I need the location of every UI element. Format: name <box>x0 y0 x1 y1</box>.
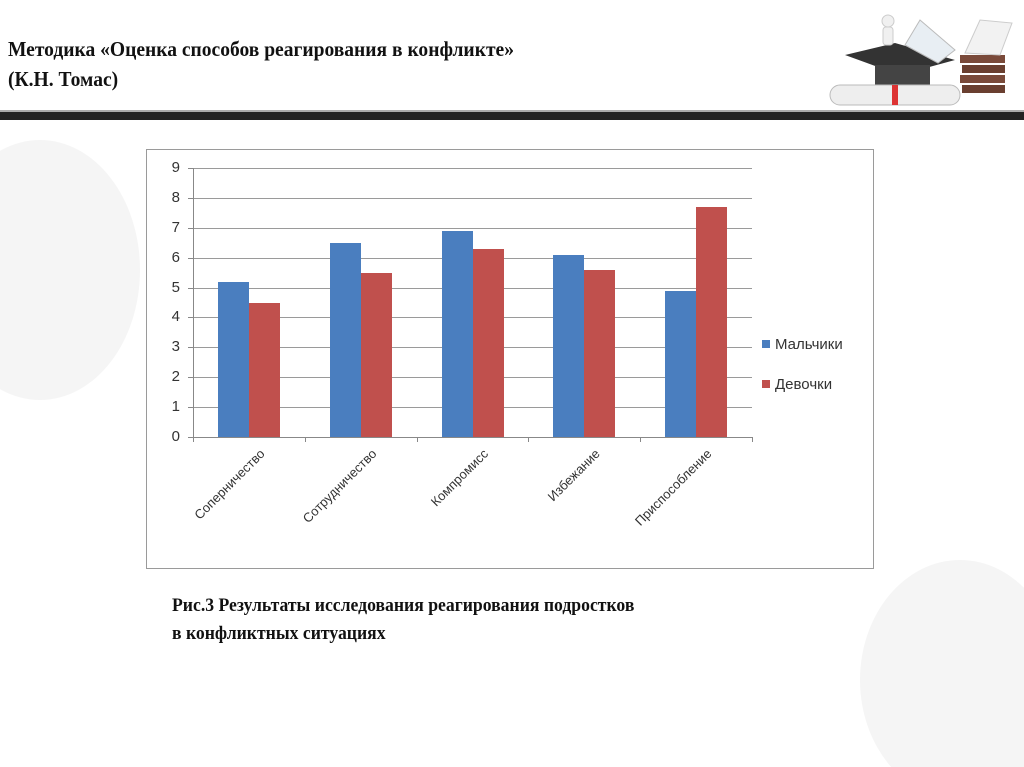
y-tick-label: 3 <box>171 338 180 356</box>
chart-legend: Мальчики Девочки <box>762 333 843 413</box>
plot-area <box>193 168 752 437</box>
legend-item-boys: Мальчики <box>762 333 843 355</box>
legend-label-boys: Мальчики <box>775 335 843 353</box>
gridline <box>193 168 752 169</box>
bar-girls <box>696 206 728 437</box>
bar-girls <box>360 272 392 437</box>
x-axis <box>188 437 753 438</box>
x-tick <box>304 437 306 442</box>
legend-item-girls: Девочки <box>762 373 843 395</box>
bar-girls <box>248 302 280 437</box>
figure-caption-line2: в конфликтных ситуациях <box>172 623 386 644</box>
y-tick <box>188 347 193 349</box>
bar-girls <box>584 269 616 437</box>
y-tick-label: 0 <box>171 428 180 445</box>
background-watermark <box>0 140 140 400</box>
x-tick <box>752 437 753 442</box>
y-tick <box>188 257 193 259</box>
slide-title-line1: Методика «Оценка способов реагирования в… <box>8 37 514 61</box>
bar-girls <box>472 248 504 437</box>
bar-boys <box>441 230 473 437</box>
y-tick <box>188 407 193 409</box>
bar-boys <box>217 281 249 437</box>
y-tick <box>188 168 193 169</box>
bar-boys <box>665 290 697 437</box>
y-tick-label: 4 <box>171 308 180 326</box>
x-tick <box>528 437 530 442</box>
y-tick-label: 2 <box>171 368 180 386</box>
slide-title-line2: (К.Н. Томас) <box>8 67 119 91</box>
x-tick <box>640 437 642 442</box>
bar-boys <box>329 242 361 437</box>
x-tick <box>416 437 418 442</box>
gridline <box>193 197 752 199</box>
header-divider <box>0 112 1024 120</box>
graduation-illustration-icon <box>829 14 1013 106</box>
y-tick <box>188 317 193 319</box>
y-tick <box>188 197 193 199</box>
y-tick <box>188 377 193 379</box>
legend-swatch-boys-icon <box>762 340 770 348</box>
gridline <box>193 227 752 229</box>
background-watermark <box>860 560 1024 767</box>
y-tick-label: 5 <box>171 278 180 296</box>
legend-label-girls: Девочки <box>775 375 833 393</box>
figure-caption: Рис.3 Результаты исследования реагирован… <box>172 592 842 648</box>
legend-swatch-girls-icon <box>762 380 770 388</box>
y-axis <box>193 168 194 440</box>
y-tick <box>188 287 193 289</box>
y-tick-label: 7 <box>171 218 180 236</box>
header-divider-shadow <box>0 110 1024 112</box>
y-tick-label: 1 <box>171 398 180 416</box>
figure-caption-line1: Рис.3 Результаты исследования реагирован… <box>172 595 635 616</box>
y-tick-label: 9 <box>171 159 180 176</box>
y-tick <box>188 227 193 229</box>
bar-boys <box>553 254 585 437</box>
slide-title: Методика «Оценка способов реагирования в… <box>8 34 752 94</box>
y-tick-label: 6 <box>171 248 180 266</box>
y-tick-label: 8 <box>171 188 180 206</box>
